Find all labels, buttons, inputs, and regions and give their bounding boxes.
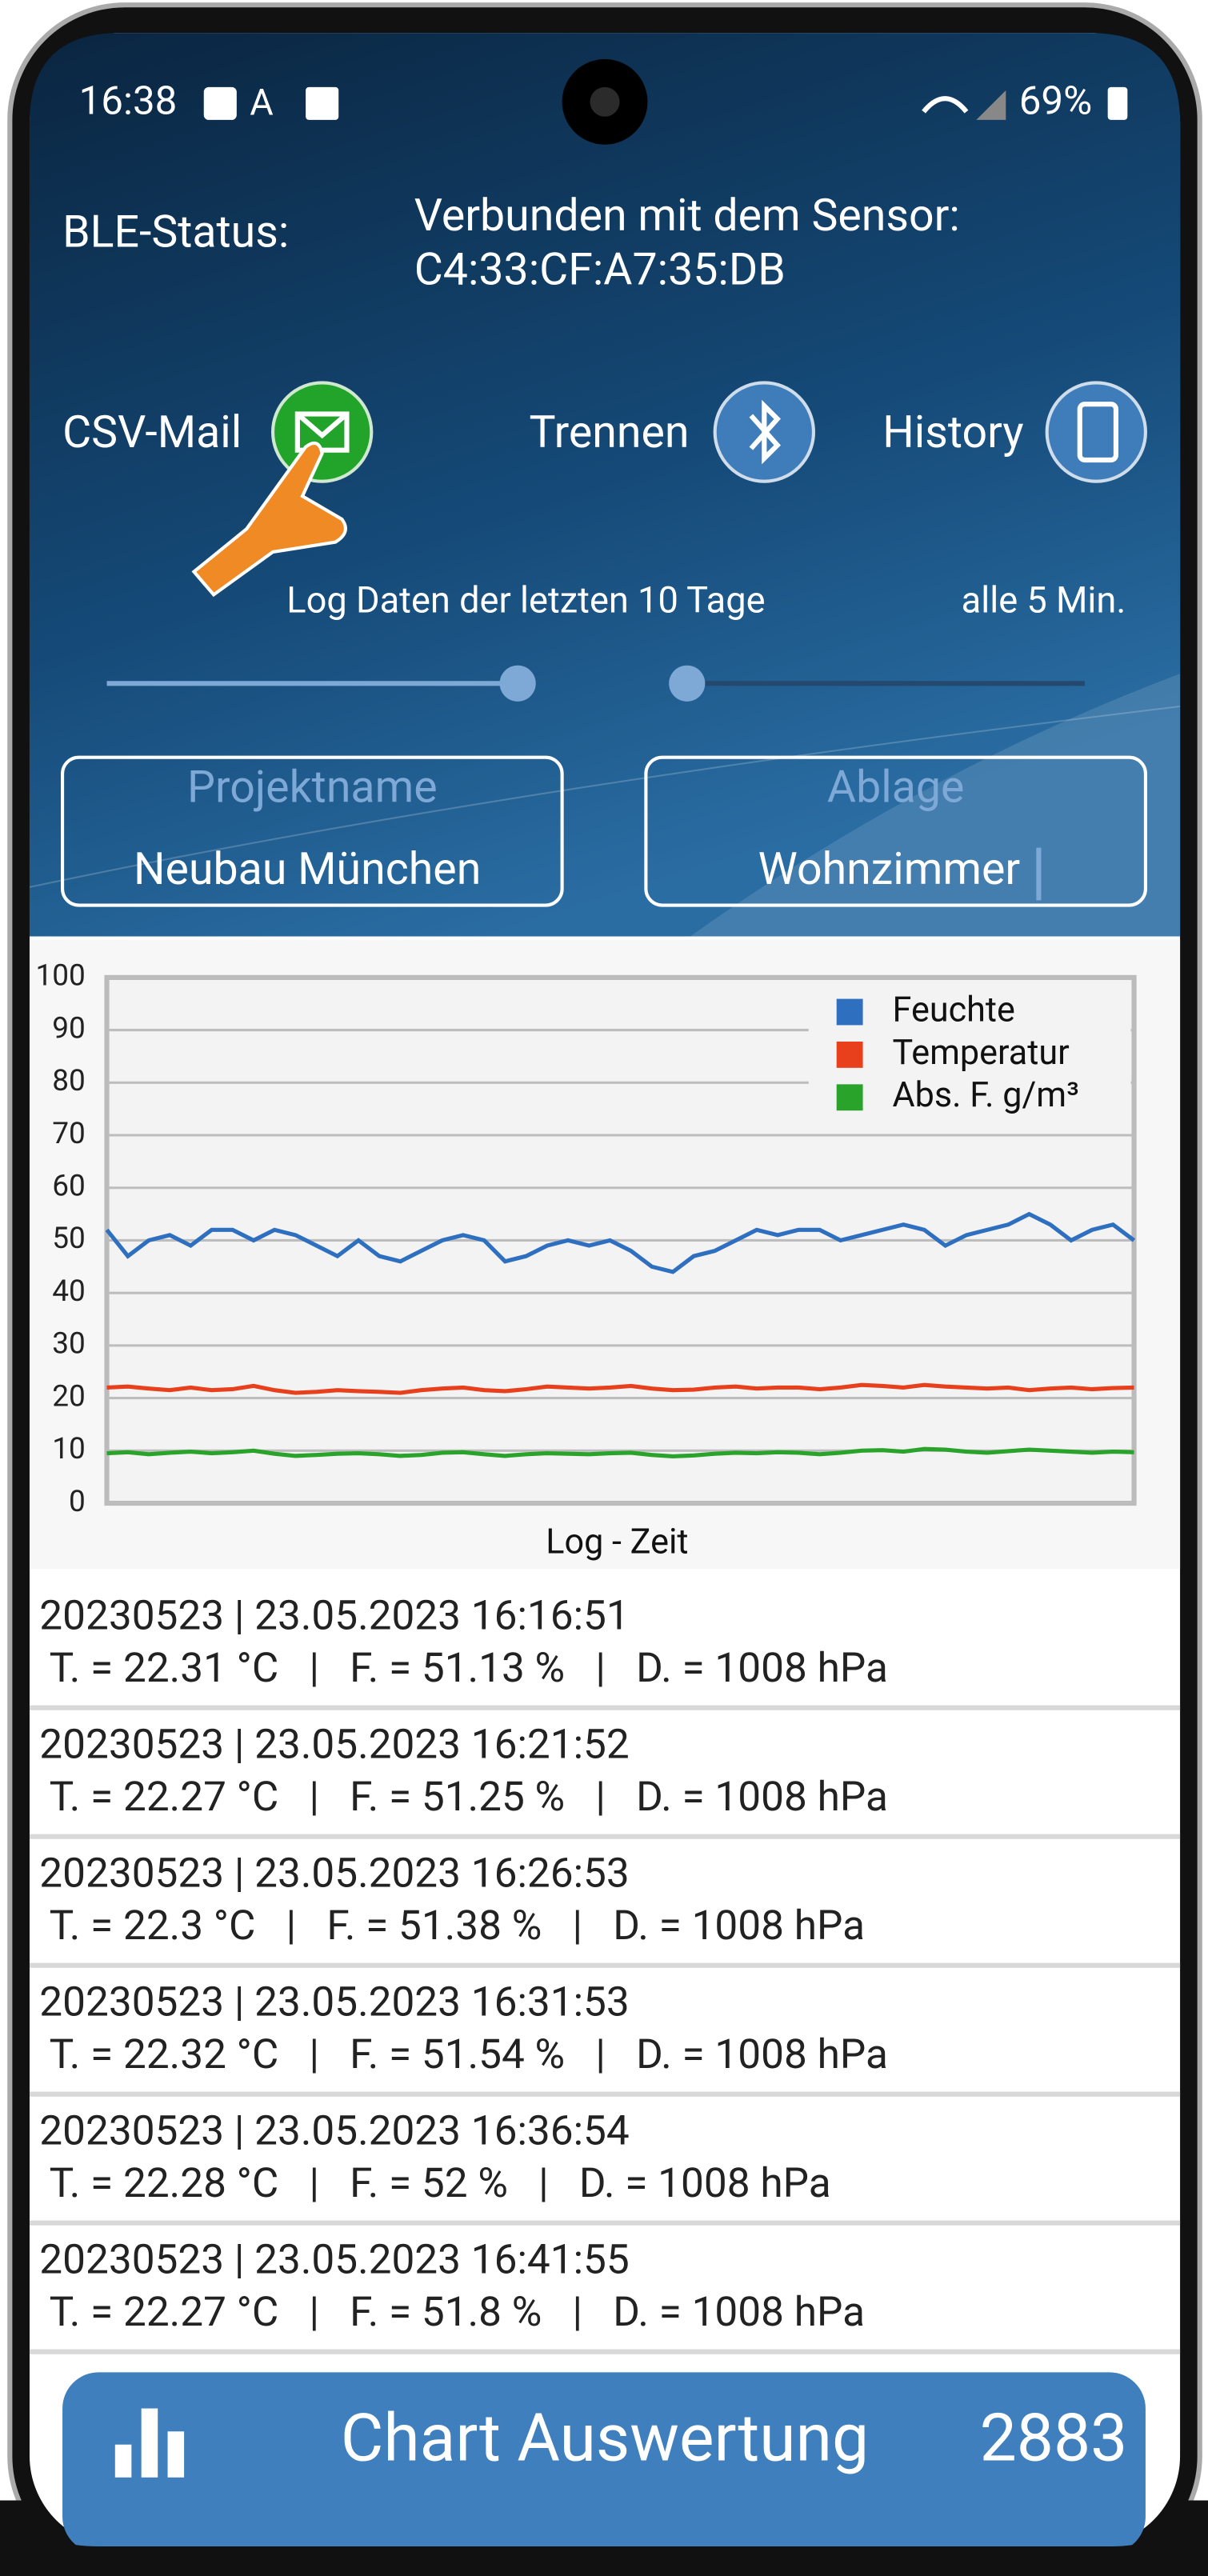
header-background [29,33,1181,937]
mail-icon [295,412,349,439]
series-line [106,1382,1134,1395]
status-time: 16:38 [79,78,178,124]
log-separator [29,1705,1181,1710]
series-line [106,1446,1134,1459]
y-tick-label: 90 [52,1011,86,1046]
log-separator [29,2091,1181,2097]
button-circle [1045,381,1147,483]
log-entry: 20230523 | 23.05.2023 16:26:53T. = 22.3 … [39,1848,865,1950]
y-tick-label: 60 [52,1170,86,1204]
legend-swatch [836,998,863,1026]
header-wave [690,673,1181,937]
slider-thumb[interactable] [669,665,706,702]
field-box [61,755,564,907]
y-tick-label: 100 [35,959,85,994]
series-line [105,1211,1136,1274]
field-label: Projektname [187,761,438,813]
ble-address: C4:33:CF:A7:35:DB [414,244,786,296]
button-label: Chart Auswertung [341,2400,869,2477]
history-icon [1077,402,1119,463]
log-separator [29,1962,1181,1968]
legend-label: Abs. F. g/m³ [893,1074,1079,1115]
project-field[interactable]: Projektname Neubau München [61,755,564,907]
status-icon [203,86,237,120]
bar-icon [141,2408,158,2478]
log-separator [29,2349,1181,2354]
log-header: 20230523 | 23.05.2023 16:41:55 [39,2234,629,2283]
log-entry: 20230523 | 23.05.2023 16:36:54T. = 22.28… [39,2106,830,2207]
log-entry: 20230523 | 23.05.2023 16:16:51T. = 22.31… [39,1590,888,1692]
legend-label: Feuchte [893,989,1015,1030]
log-entry: 20230523 | 23.05.2023 16:31:53T. = 22.32… [39,1977,888,2078]
y-tick-label: 50 [52,1222,86,1256]
x-axis-label: Log - Zeit [546,1522,688,1562]
y-tick-label: 20 [52,1379,86,1414]
y-tick-label: 70 [52,1117,86,1151]
action-label: History [882,406,1023,458]
legend-label: Temperatur [893,1032,1070,1073]
status-battery: 69% [1019,78,1093,124]
bar-icon [114,2444,132,2478]
interval-label: alle 5 Min. [962,580,1126,622]
legend-swatch [836,1041,863,1068]
y-tick-label: 30 [52,1327,86,1362]
log-header: 20230523 | 23.05.2023 16:31:53 [39,1977,629,2026]
phone-bezel [0,2500,1208,2576]
record-count: 2883 [980,2400,1128,2477]
ble-status: Verbunden mit dem Sensor: [414,190,960,242]
log-separator [29,2220,1181,2226]
action-label: Trennen [530,406,690,458]
field-label: Ablage [827,761,965,813]
header-wave-line [29,706,1181,888]
log-values: T. = 22.27 °C | F. = 51.25 % | D. = 1008… [50,1772,888,1821]
log-values: T. = 22.28 °C | F. = 52 % | D. = 1008 hP… [50,2158,831,2207]
history-button[interactable] [1045,381,1147,483]
log-range-label: Log Daten der letzten 10 Tage [286,580,765,622]
y-tick-label: 0 [69,1485,86,1519]
log-header: 20230523 | 23.05.2023 16:21:52 [39,1719,629,1768]
y-tick-label: 10 [52,1432,86,1466]
location-field[interactable]: Ablage Wohnzimmer [644,755,1147,907]
bar-icon [167,2431,185,2478]
log-header: 20230523 | 23.05.2023 16:16:51 [39,1590,629,1639]
legend-swatch [836,1084,863,1111]
status-icon [306,86,339,120]
bluetooth-icon [749,399,781,465]
log-values: T. = 22.3 °C | F. = 51.38 % | D. = 1008 … [50,1901,865,1950]
battery-icon [1107,86,1128,120]
y-tick-label: 40 [52,1274,86,1309]
log-values: T. = 22.32 °C | F. = 51.54 % | D. = 1008… [50,2030,888,2078]
log-header: 20230523 | 23.05.2023 16:36:54 [39,2106,629,2154]
chart: 0 10 20 30 40 50 60 70 80 90 100 Log - Zeit FeuchteT… [35,959,1137,1562]
hand-pointer [191,441,347,598]
disconnect-button[interactable] [713,381,815,483]
slider-thumb[interactable] [499,665,536,702]
button-circle [270,381,374,483]
button-background [62,2372,1146,2554]
log-entry: 20230523 | 23.05.2023 16:21:52T. = 22.27… [39,1719,888,1821]
field-value: Wohnzimmer [758,843,1021,895]
log-values: T. = 22.27 °C | F. = 51.8 % | D. = 1008 … [50,2287,865,2336]
field-value: Neubau München [134,843,481,895]
log-entry: 20230523 | 23.05.2023 16:41:55T. = 22.27… [39,2234,865,2336]
action-label: CSV-Mail [62,406,242,458]
log-list: 20230523 | 23.05.2023 16:16:51T. = 22.31… [29,1590,1181,2354]
signal-icon [976,90,1006,120]
log-separator [29,1834,1181,1839]
wifi-icon [922,96,969,114]
camera-lens [590,86,620,117]
log-values: T. = 22.31 °C | F. = 51.13 % | D. = 1008… [50,1643,888,1692]
status-icon: A [250,82,273,124]
chart-button[interactable]: Chart Auswertung 2883 [62,2372,1146,2554]
y-tick-label: 80 [52,1064,86,1098]
csv-mail-button[interactable] [270,381,374,483]
ble-label: BLE-Status: [62,206,289,258]
log-header: 20230523 | 23.05.2023 16:26:53 [39,1848,629,1897]
field-box [644,755,1147,907]
